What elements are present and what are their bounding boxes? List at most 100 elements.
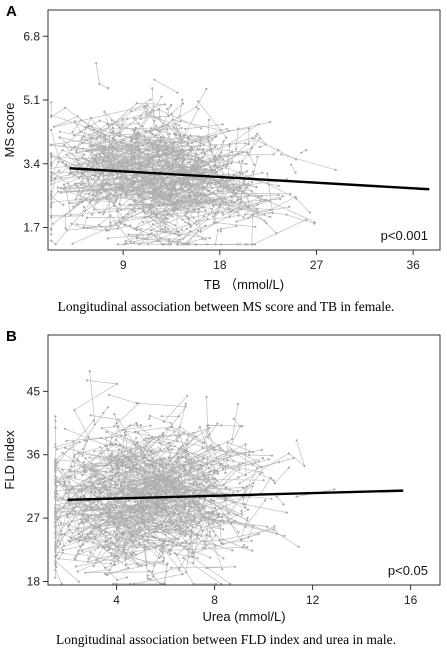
data-point [208, 118, 211, 121]
data-point [82, 205, 85, 209]
data-point [119, 186, 122, 189]
data-point [229, 454, 232, 457]
data-point [181, 218, 184, 221]
data-point [195, 220, 198, 223]
data-point [103, 133, 107, 137]
data-point [222, 164, 225, 167]
data-point [178, 165, 182, 168]
data-point [89, 201, 92, 204]
data-point [270, 497, 273, 500]
data-point [110, 451, 113, 455]
data-point [143, 456, 146, 460]
trajectory-line [219, 528, 274, 541]
data-point [149, 127, 153, 130]
trajectory-line [55, 459, 74, 462]
trajectory-line [154, 234, 164, 245]
data-point [181, 98, 184, 101]
data-point [120, 465, 123, 468]
data-point [132, 480, 135, 483]
data-point [305, 149, 308, 152]
panel-b: B 4 8 12 16 18 27 36 45 Urea (mmol/L) FLD inde… [2, 328, 441, 647]
trajectory-line [163, 395, 188, 422]
trajectory-line [69, 505, 136, 542]
data-point [69, 488, 72, 491]
data-point [81, 519, 84, 523]
trajectory-line [108, 154, 114, 168]
trajectory-line [134, 209, 174, 230]
data-point [107, 229, 110, 232]
data-point [110, 458, 113, 461]
data-point [184, 402, 187, 405]
data-point [239, 538, 242, 541]
data-point [77, 451, 80, 454]
trajectory-line [116, 454, 128, 477]
data-point [198, 493, 201, 496]
data-point [303, 464, 306, 467]
trajectory-line [174, 200, 179, 212]
data-point [83, 153, 86, 156]
data-point [104, 464, 107, 467]
trajectory-line [113, 403, 139, 427]
trajectory-line [173, 133, 183, 147]
data-point [263, 213, 266, 216]
data-point [145, 500, 149, 503]
trajectory-line [201, 193, 210, 200]
data-point [201, 185, 204, 188]
data-point [206, 189, 209, 192]
data-point [195, 152, 198, 155]
data-point [232, 190, 235, 193]
data-point [127, 233, 130, 236]
data-point [211, 201, 214, 204]
data-point [54, 555, 57, 558]
trajectory-line [91, 491, 151, 515]
trajectory-line [101, 426, 149, 461]
data-point [131, 138, 134, 142]
data-point [218, 524, 221, 527]
y-tick-label: 1.7 [23, 221, 40, 235]
trajectory-line [69, 173, 137, 181]
data-point [208, 236, 211, 240]
data-point [206, 218, 209, 221]
data-point [96, 545, 100, 548]
data-point [295, 495, 298, 498]
panel-b-trend-line [67, 489, 404, 501]
data-point [187, 141, 190, 145]
data-point [188, 555, 191, 558]
data-point [260, 466, 263, 469]
data-point [129, 512, 132, 515]
data-point [182, 237, 185, 240]
data-point [241, 546, 244, 549]
data-point [251, 190, 254, 193]
data-point [253, 163, 256, 166]
data-point [104, 139, 107, 142]
data-point [50, 167, 53, 170]
data-point [133, 156, 136, 159]
data-point [160, 135, 163, 139]
trajectory-line [149, 131, 173, 191]
data-point [84, 126, 87, 129]
data-point [217, 444, 220, 447]
data-point [58, 169, 61, 172]
trajectory-line [115, 426, 158, 478]
data-point [266, 525, 269, 528]
trajectory-line [72, 228, 107, 245]
data-point [192, 561, 195, 565]
data-point [226, 464, 230, 467]
data-point [157, 129, 160, 132]
trajectory-line [146, 114, 180, 126]
data-point [187, 452, 190, 456]
data-point [151, 223, 155, 226]
data-point [89, 506, 92, 509]
data-point [60, 529, 63, 532]
data-point [240, 509, 243, 512]
data-point [98, 526, 101, 529]
panel-a-y-axis-title: MS score [2, 103, 17, 158]
trajectory-line [84, 170, 103, 174]
trajectory-line [140, 229, 145, 240]
data-point [200, 535, 203, 538]
data-point [130, 190, 133, 193]
data-point [239, 185, 242, 188]
trajectory-line [73, 380, 118, 438]
data-point [159, 448, 162, 451]
data-point [244, 525, 247, 529]
